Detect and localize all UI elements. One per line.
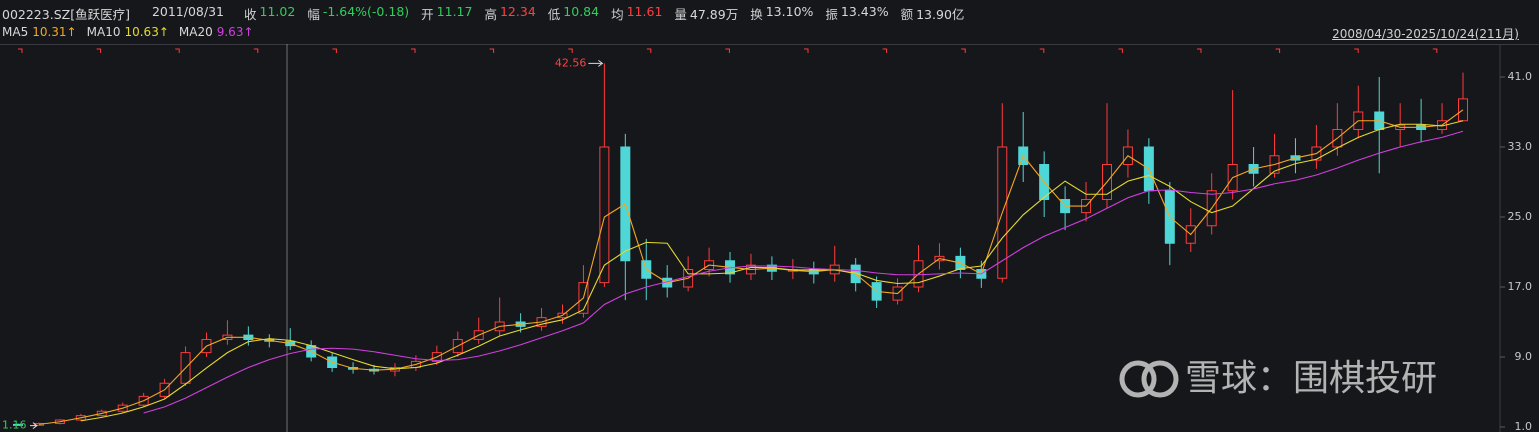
year-marker [96,48,102,53]
ma-name: MA20 [178,25,213,39]
year-marker [1039,48,1045,53]
quote-label: 收 [244,7,257,22]
quote-label: 开 [421,7,434,22]
y-tick-label: 41.0 [1508,70,1533,83]
year-marker [1197,48,1202,53]
quote-label: 均 [611,7,624,22]
y-tick-label: 1.0 [1515,420,1533,432]
date: 2011/08/31 [151,4,224,19]
min-label: 1.16 [2,419,27,432]
year-marker [961,48,966,53]
watermark-logo [1119,360,1179,398]
max-label: 42.56 [555,56,587,69]
year-marker [882,48,888,53]
year-marker [332,48,337,53]
y-tick-label: 17.0 [1508,280,1533,293]
ma-line [80,120,1464,422]
quote-bar: 002223.SZ[鱼跃医疗] 2011/08/31 收 11.02 幅 -1.64%… [2,4,976,23]
year-marker [253,48,259,53]
quote-value: 11.61 [626,4,663,19]
quote-label: 量 [674,7,687,22]
ma-legend: MA5 10.31↑ MA10 10.63↑ MA20 9.63↑ [2,25,264,39]
year-marker [804,48,809,53]
candle-body [13,423,23,426]
max-arrow [588,59,604,67]
year-marker [646,48,652,53]
ma-value: 10.63↑ [124,25,169,39]
ma-value: 9.63↑ [216,25,254,39]
quote-value: 47.89万 [689,7,739,22]
quote-value: 12.34 [499,4,536,19]
quote-label: 高 [484,7,497,22]
date-range[interactable]: 2008/04/30-2025/10/24(211月) [1332,27,1519,41]
quote-value: 13.10% [765,4,814,19]
quote-value: 13.43% [840,4,889,19]
y-tick-label: 25.0 [1508,210,1533,223]
quote-label: 换 [750,7,763,22]
year-marker [411,48,416,53]
ma-line [38,109,1464,425]
ma-name: MA5 [2,25,29,39]
quote-label: 额 [900,7,914,22]
year-marker [18,48,23,53]
min-arrow [30,422,38,430]
y-tick-label: 33.0 [1508,140,1533,153]
year-marker [1354,48,1359,53]
year-marker [1432,48,1438,53]
stock-code: 002223.SZ[鱼跃医疗] [2,7,130,22]
year-marker [725,48,730,53]
quote-label: 振 [825,7,838,22]
year-marker [1118,48,1123,53]
quote-value: 11.02 [259,4,296,19]
quote-value: 11.17 [436,4,473,19]
quote-value: -1.64%(-0.18) [322,4,410,19]
quote-value: 13.90亿 [916,7,965,22]
year-marker [489,48,495,53]
year-marker [1275,48,1281,53]
ma-value: 10.31↑ [32,25,77,39]
year-marker [175,48,180,53]
y-tick-label: 9.0 [1515,350,1533,363]
ma-name: MA10 [86,25,121,39]
chart: 雪球：围棋投研 1.0 9.0 17.0 25.0 33.0 41.0 42.56 1.16 [0,44,1539,432]
year-marker [568,48,573,53]
quote-label: 低 [547,7,561,22]
quote-value: 10.84 [563,4,600,19]
quote-label: 幅 [307,7,320,22]
watermark: 雪球：围棋投研 [1185,358,1437,399]
ma-line [143,130,1464,414]
